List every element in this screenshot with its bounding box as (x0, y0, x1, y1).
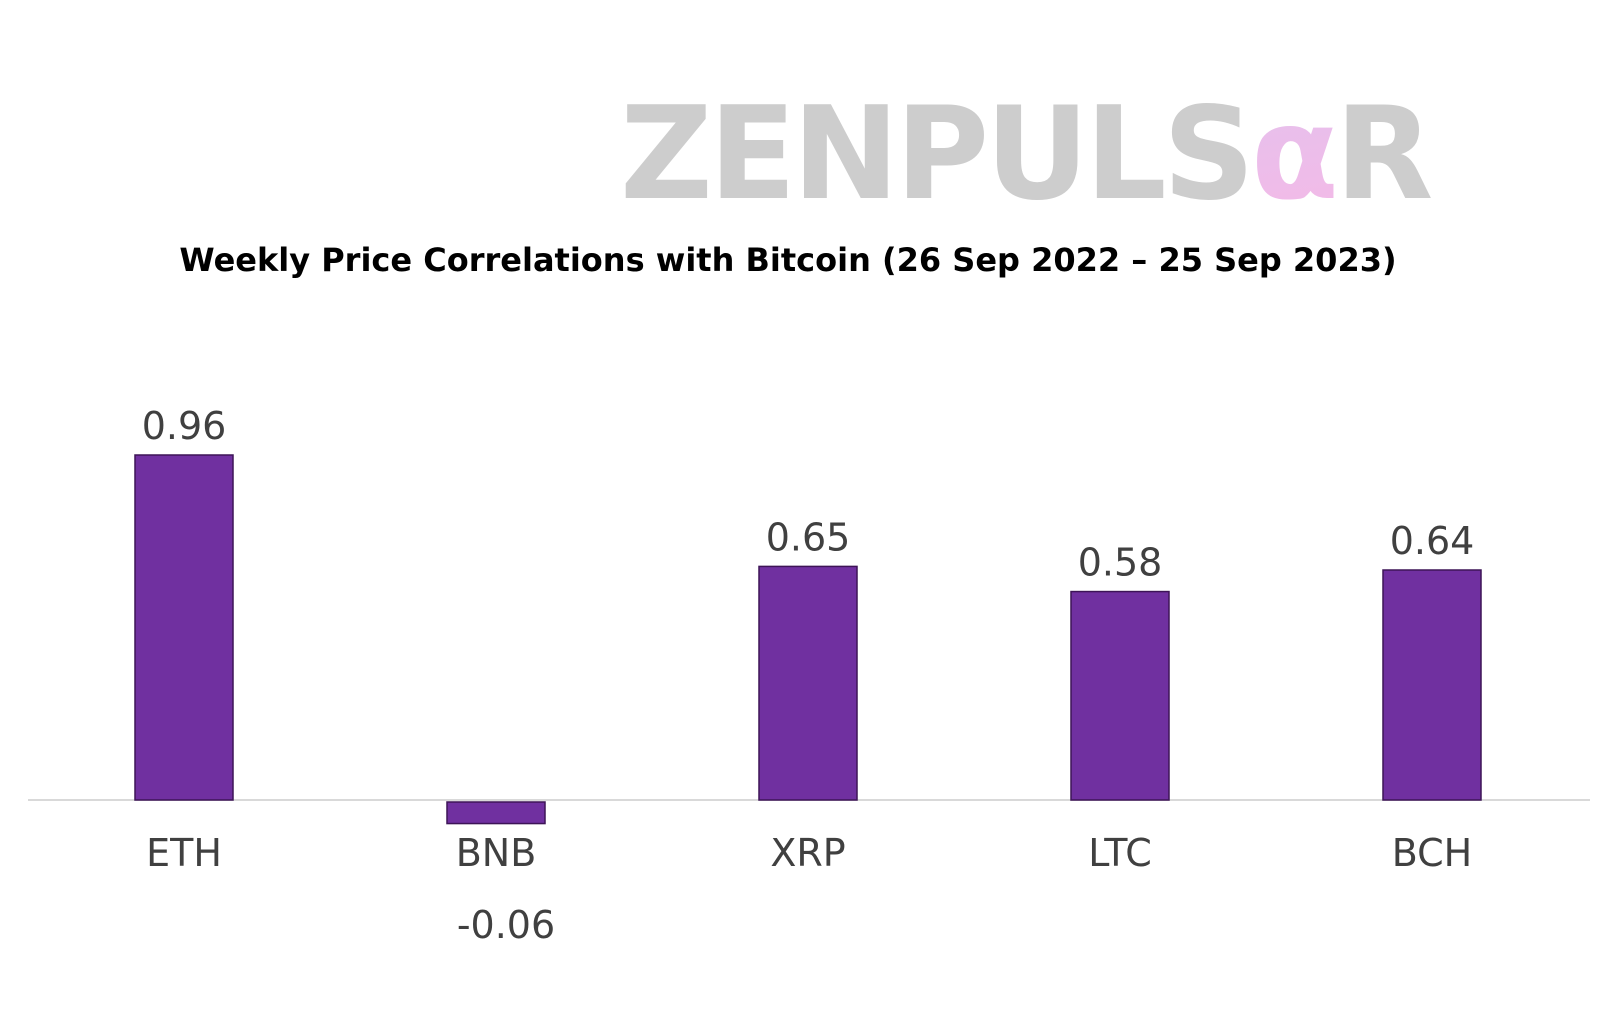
bar-ltc (1070, 590, 1170, 801)
category-label-xrp: XRP (770, 831, 845, 875)
category-label-eth: ETH (146, 831, 222, 875)
logo-text-end: R (1335, 80, 1431, 229)
value-label-eth: 0.96 (142, 404, 227, 448)
bar-bnb (446, 801, 546, 825)
logo-text-main: ZENPULS (620, 80, 1251, 229)
bar-bch (1382, 569, 1482, 801)
chart-title: Weekly Price Correlations with Bitcoin (… (179, 241, 1396, 279)
category-label-bch: BCH (1392, 831, 1473, 875)
bar-eth (134, 454, 234, 801)
category-label-ltc: LTC (1088, 831, 1151, 875)
value-label-bch: 0.64 (1390, 519, 1475, 563)
value-label-bnb: -0.06 (457, 903, 555, 947)
bar-xrp (758, 565, 858, 801)
svg-text:ZENPULSαR: ZENPULSαR (620, 80, 1431, 229)
value-label-ltc: 0.58 (1078, 541, 1163, 585)
logo-text-accent: α (1251, 80, 1335, 229)
plot-area: ETH 0.96 BNB -0.06 XRP 0.65 LTC 0.58 BCH 0.64 (28, 404, 1590, 947)
brand-logo: ZENPULSαR (620, 80, 1435, 229)
category-label-bnb: BNB (456, 831, 537, 875)
value-label-xrp: 0.65 (766, 515, 851, 559)
